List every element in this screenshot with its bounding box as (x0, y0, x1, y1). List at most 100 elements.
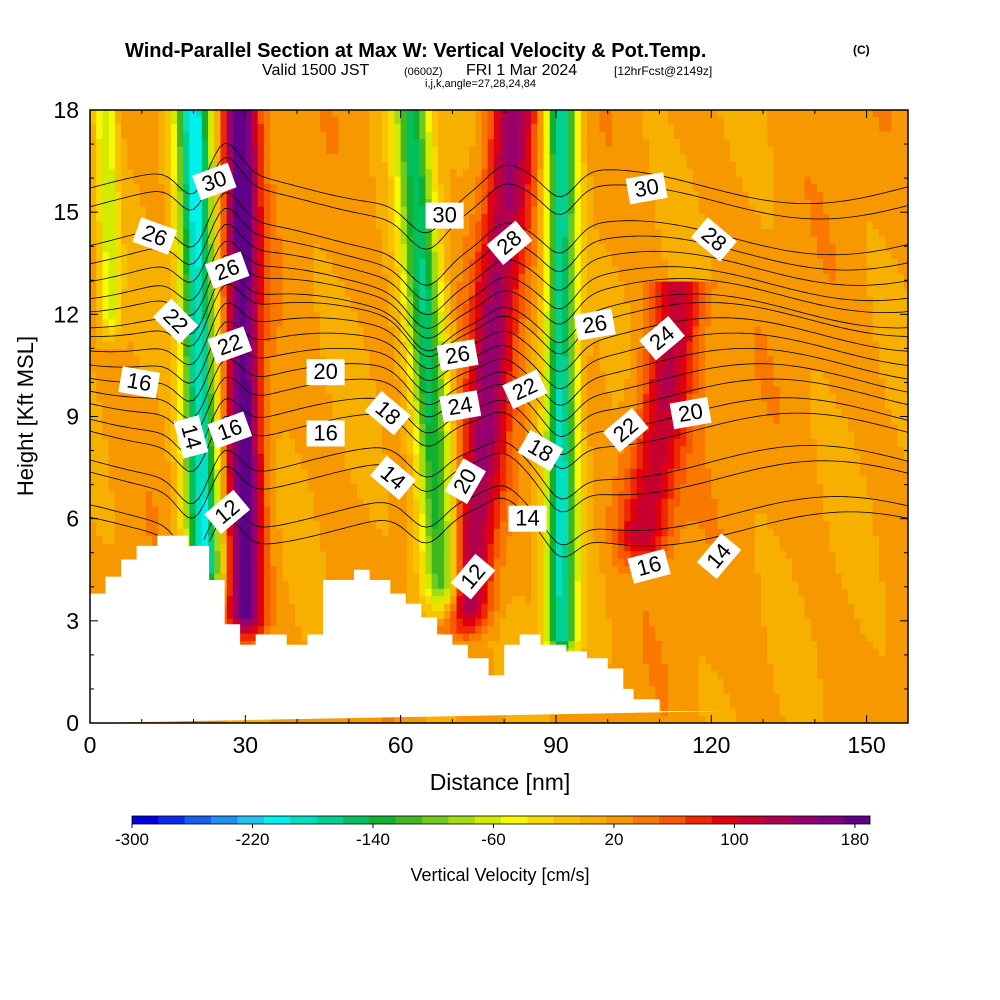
velocity-cell (375, 483, 383, 492)
velocity-cell (245, 438, 253, 447)
velocity-cell (363, 325, 371, 334)
velocity-cell (456, 543, 464, 552)
velocity-cell (176, 191, 184, 200)
velocity-cell (307, 550, 315, 559)
velocity-cell (245, 363, 253, 372)
velocity-cell (257, 228, 265, 237)
velocity-cell (301, 280, 309, 290)
velocity-cell (164, 288, 172, 297)
velocity-cell (400, 460, 408, 469)
velocity-cell (332, 228, 340, 237)
velocity-cell (121, 146, 128, 155)
velocity-cell (295, 183, 302, 192)
velocity-cell (176, 206, 184, 215)
velocity-cell (108, 490, 116, 499)
velocity-cell (406, 355, 414, 364)
velocity-cell (313, 550, 321, 559)
velocity-cell (295, 408, 302, 417)
velocity-cell (338, 273, 346, 282)
velocity-cell (394, 550, 402, 559)
velocity-cell (431, 355, 439, 364)
velocity-cell (344, 438, 352, 447)
velocity-cell (431, 513, 439, 522)
subtitle-forecast: [12hrFcst@2149z] (614, 64, 712, 78)
velocity-cell (307, 625, 315, 634)
velocity-cell (301, 273, 309, 282)
velocity-cell (282, 213, 290, 222)
velocity-cell (158, 116, 166, 125)
velocity-cell (437, 618, 445, 627)
velocity-cell (257, 161, 265, 170)
velocity-cell (350, 565, 358, 574)
velocity-cell (375, 453, 383, 462)
velocity-cell (189, 138, 197, 147)
velocity-cell (456, 415, 464, 424)
velocity-cell (437, 498, 445, 507)
velocity-cell (425, 310, 433, 320)
velocity-cell (456, 280, 464, 290)
velocity-cell (319, 131, 327, 140)
velocity-cell (431, 415, 439, 424)
velocity-cell (413, 138, 420, 147)
velocity-cell (96, 588, 104, 597)
velocity-cell (276, 295, 284, 305)
velocity-cell (195, 378, 203, 387)
velocity-cell (270, 573, 277, 582)
velocity-cell (437, 438, 445, 447)
velocity-cell (344, 340, 352, 349)
velocity-cell (282, 303, 290, 312)
velocity-cell (189, 288, 197, 297)
velocity-cell (369, 273, 377, 282)
velocity-cell (114, 168, 122, 177)
velocity-cell (245, 161, 253, 170)
velocity-cell (189, 498, 197, 507)
velocity-cell (332, 303, 340, 312)
velocity-cell (245, 198, 253, 207)
velocity-cell (164, 528, 172, 537)
velocity-cell (245, 250, 253, 260)
velocity-cell (394, 206, 402, 215)
velocity-cell (245, 228, 253, 237)
velocity-cell (145, 445, 153, 454)
velocity-cell (431, 333, 439, 342)
velocity-cell (288, 565, 296, 574)
velocity-cell (195, 513, 203, 522)
velocity-cell (332, 280, 340, 290)
velocity-cell (388, 250, 396, 260)
velocity-cell (369, 325, 377, 334)
velocity-cell (96, 191, 104, 200)
velocity-cell (96, 423, 104, 432)
velocity-cell (220, 445, 228, 454)
velocity-cell (357, 513, 364, 522)
velocity-cell (307, 243, 315, 252)
velocity-cell (152, 520, 159, 529)
velocity-cell (431, 378, 439, 387)
velocity-cell (232, 558, 240, 567)
velocity-cell (232, 363, 240, 372)
velocity-cell (400, 288, 408, 297)
velocity-cell (369, 191, 377, 200)
velocity-cell (413, 445, 420, 454)
velocity-cell (263, 408, 271, 417)
velocity-cell (456, 123, 464, 132)
velocity-cell (363, 206, 371, 215)
velocity-cell (183, 243, 190, 252)
velocity-cell (431, 183, 439, 192)
velocity-cell (344, 378, 352, 387)
velocity-cell (319, 168, 327, 177)
velocity-cell (239, 318, 246, 327)
velocity-cell (375, 370, 383, 379)
velocity-cell (282, 423, 290, 432)
velocity-cell (108, 138, 116, 147)
velocity-cell (108, 468, 116, 477)
velocity-cell (245, 520, 253, 529)
velocity-cell (164, 250, 172, 260)
velocity-cell (357, 191, 364, 200)
velocity-cell (114, 558, 122, 567)
velocity-cell (462, 325, 470, 334)
velocity-cell (133, 355, 141, 364)
velocity-cell (344, 483, 352, 492)
velocity-cell (400, 565, 408, 574)
velocity-cell (164, 498, 172, 507)
velocity-cell (251, 640, 259, 649)
